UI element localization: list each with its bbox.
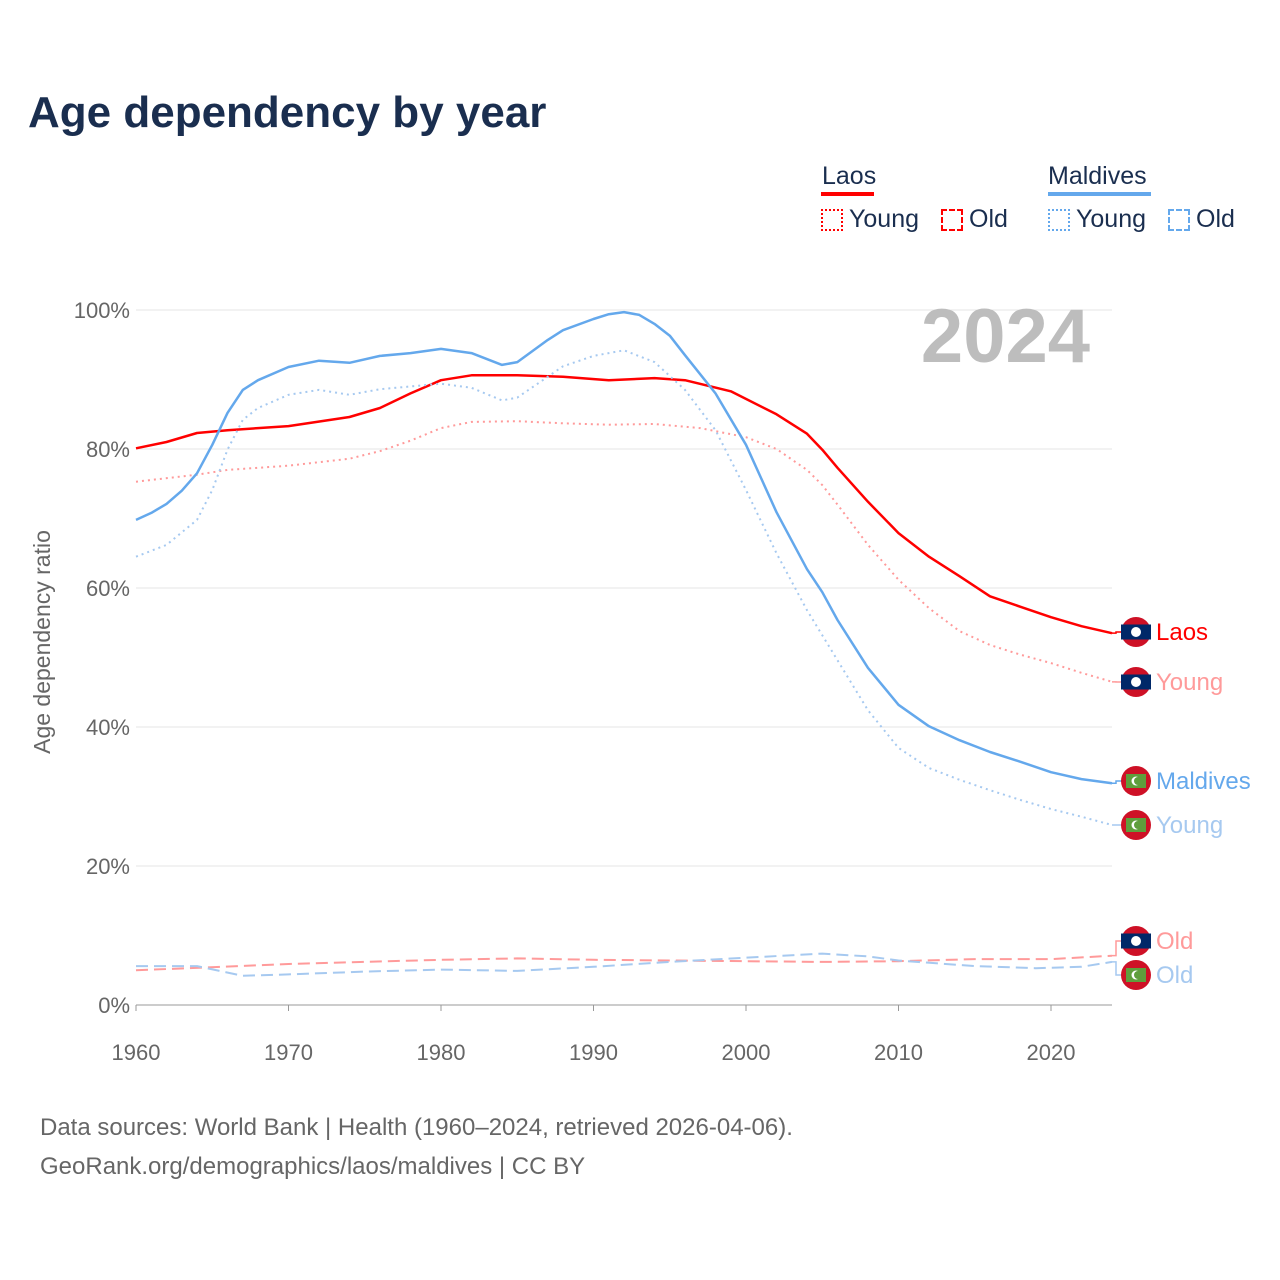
label-connector <box>1112 940 1122 957</box>
maldives-flag-icon <box>1121 766 1151 796</box>
series-end-label: Young <box>1156 669 1223 696</box>
crescent-cut <box>1134 821 1142 829</box>
series-end-label: Old <box>1156 962 1193 989</box>
x-tick-label: 1980 <box>417 1040 466 1065</box>
x-tick-label: 1990 <box>569 1040 618 1065</box>
crescent-cut <box>1134 777 1142 785</box>
y-tick-label: 100% <box>74 298 130 323</box>
legend-maldives-old[interactable]: Old <box>1168 205 1235 234</box>
maldives-flag-icon <box>1121 960 1151 990</box>
legend-label: Old <box>1196 205 1235 233</box>
legend-maldives-swatch <box>1048 192 1151 196</box>
legend-maldives-young[interactable]: Young <box>1048 205 1146 234</box>
source-line: Data sources: World Bank | Health (1960–… <box>40 1114 793 1141</box>
legend-label: Young <box>1076 205 1146 233</box>
dashed-swatch-icon <box>941 208 963 231</box>
y-tick-label: 80% <box>86 437 130 462</box>
series-end-label: Maldives <box>1156 768 1251 795</box>
series-line-maldives <box>135 310 1113 785</box>
x-tick-label: 1960 <box>112 1040 161 1065</box>
laos-flag-icon <box>1121 667 1151 697</box>
label-connector <box>1112 961 1122 976</box>
crescent-cut <box>1134 971 1142 979</box>
source-link[interactable]: GeoRank.org/demographics/laos/maldives |… <box>40 1153 586 1180</box>
x-tick-label: 2010 <box>874 1040 923 1065</box>
legend-laos[interactable]: Laos <box>822 162 877 190</box>
legend-label: Young <box>849 205 919 233</box>
legend-maldives[interactable]: Maldives <box>1048 162 1147 190</box>
series-line-laos-young <box>135 420 1113 683</box>
maldives-flag-icon <box>1121 810 1151 840</box>
legend-laos-young[interactable]: Young <box>821 205 919 234</box>
legend-label: Old <box>969 205 1008 233</box>
y-axis-label: Age dependency ratio <box>29 530 55 754</box>
y-tick-label: 60% <box>86 576 130 601</box>
source-note: Data sources: World Bank | Health (1960–… <box>40 1108 793 1186</box>
x-tick-label: 2020 <box>1027 1040 1076 1065</box>
y-tick-label: 40% <box>86 715 130 740</box>
label-connector <box>1112 780 1122 785</box>
laos-flag-icon <box>1121 926 1151 956</box>
legend-laos-swatch <box>821 192 874 196</box>
series-end-label: Laos <box>1156 619 1208 646</box>
series-line-laos <box>135 374 1113 635</box>
y-tick-label: 20% <box>86 854 130 879</box>
laos-flag-icon <box>1121 617 1151 647</box>
dotted-swatch-icon <box>1048 208 1070 231</box>
flag-disc <box>1131 627 1141 637</box>
series-end-label: Young <box>1156 812 1223 839</box>
x-tick-label: 1970 <box>264 1040 313 1065</box>
legend-laos-old[interactable]: Old <box>941 205 1008 234</box>
series-line-laos-old <box>135 954 1113 972</box>
y-tick-label: 0% <box>98 993 130 1018</box>
dashed-swatch-icon <box>1168 208 1190 231</box>
chart-title: Age dependency by year <box>28 88 547 137</box>
flag-disc <box>1131 936 1141 946</box>
label-connector <box>1112 631 1122 634</box>
dotted-swatch-icon <box>821 208 843 231</box>
x-tick-label: 2000 <box>722 1040 771 1065</box>
series-end-label: Old <box>1156 928 1193 955</box>
flag-disc <box>1131 677 1141 687</box>
year-label: 2024 <box>921 294 1090 379</box>
